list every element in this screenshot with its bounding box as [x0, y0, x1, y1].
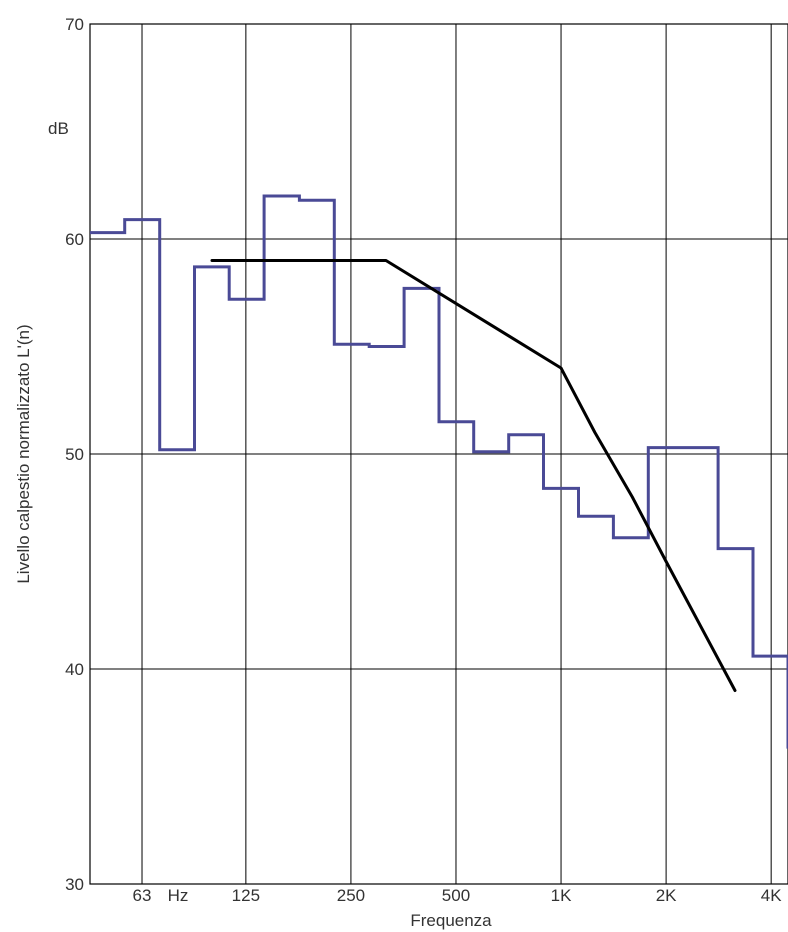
- y-tick-label: 70: [65, 15, 84, 34]
- x-tick-label: 4K: [761, 886, 782, 905]
- series-measured-step-line: [90, 194, 788, 749]
- y-tick-label: 60: [65, 230, 84, 249]
- y-tick-label: 30: [65, 875, 84, 894]
- y-axis-title: Livello calpestio normalizzato L'(n): [14, 324, 33, 583]
- x-tick-label: 2K: [656, 886, 677, 905]
- x-tick-labels: 63 125 250 500 1K 2K 4K: [133, 886, 783, 905]
- x-tick-label: 125: [232, 886, 260, 905]
- y-unit-label: dB: [48, 119, 69, 138]
- x-axis-title: Frequenza: [410, 911, 492, 930]
- x-tick-label: 500: [442, 886, 470, 905]
- x-tick-label: 63: [133, 886, 152, 905]
- series-reference-curve: [210, 259, 737, 692]
- x-tick-label: 1K: [551, 886, 572, 905]
- y-tick-label: 50: [65, 445, 84, 464]
- y-tick-label: 40: [65, 660, 84, 679]
- y-tick-labels: 30 40 50 60 70: [65, 15, 84, 894]
- x-tick-label: 250: [337, 886, 365, 905]
- x-unit-label: Hz: [168, 886, 189, 905]
- series-layer: [90, 194, 788, 749]
- grid: [89, 23, 788, 885]
